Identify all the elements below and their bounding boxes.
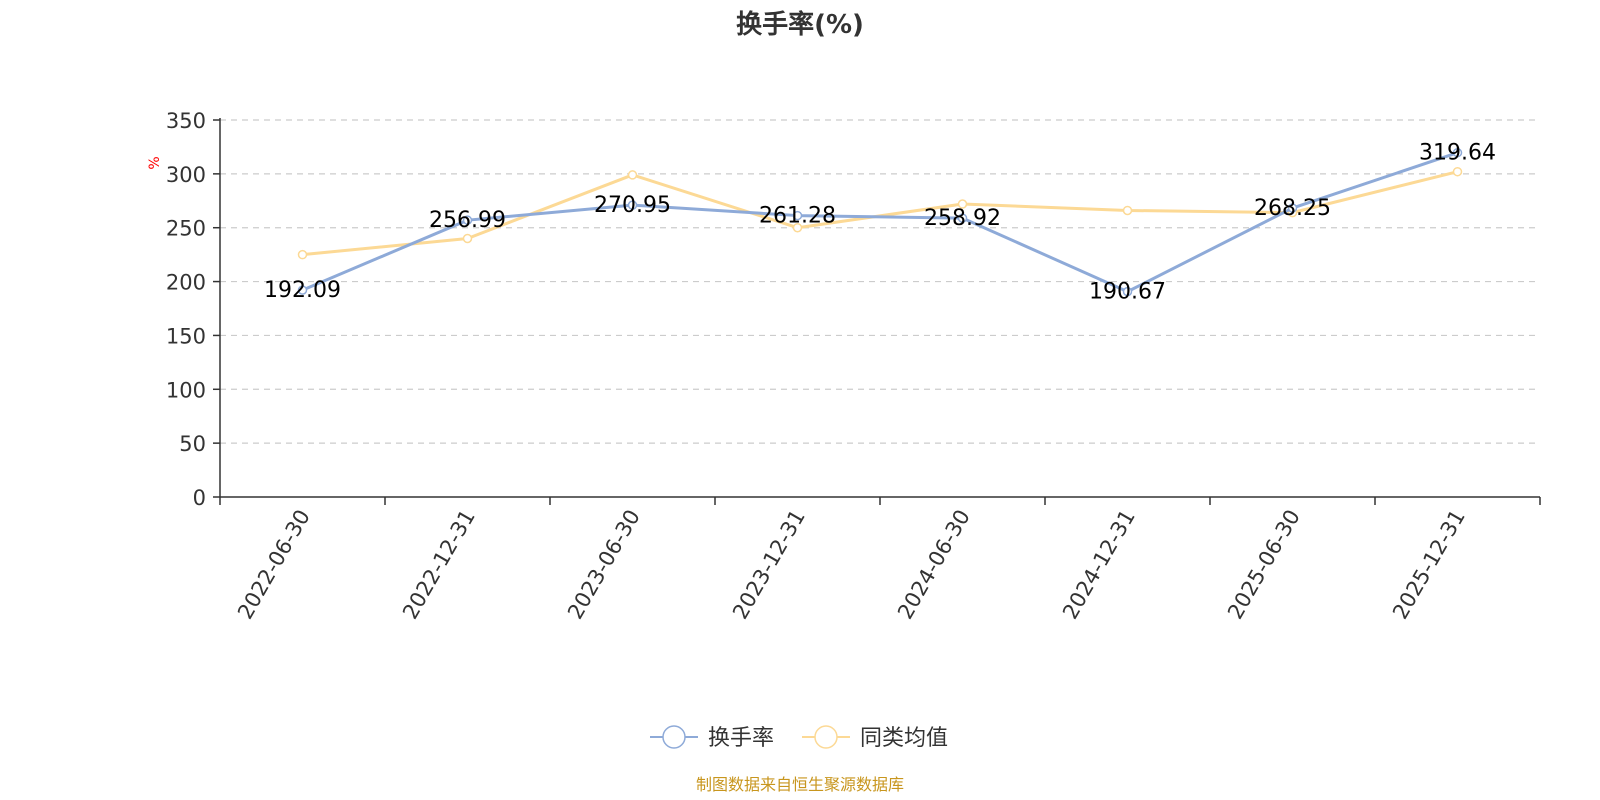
y-tick-label: 100	[166, 378, 206, 402]
y-tick-label: 300	[166, 163, 206, 187]
x-tick-label: 2025-06-30	[1223, 506, 1305, 624]
grid-lines	[220, 119, 1540, 444]
data-point[interactable]	[1122, 286, 1133, 297]
data-labels: 192.09 256.99 270.95 261.28 258.92 190.67 268.…	[264, 141, 1496, 305]
chart-title: 换手率(%)	[736, 9, 864, 40]
data-point[interactable]	[1122, 205, 1133, 216]
x-tick-label: 2024-06-30	[893, 506, 975, 624]
data-label: 261.28	[759, 204, 836, 229]
data-label: 270.95	[594, 193, 671, 218]
x-tick-label: 2024-12-31	[1058, 506, 1140, 624]
y-axis-unit-label: %	[147, 156, 163, 169]
data-point[interactable]	[1287, 203, 1298, 213]
data-label: 319.64	[1419, 141, 1496, 166]
legend-circle-icon	[662, 725, 686, 749]
y-tick-label: 200	[166, 271, 206, 295]
series-0	[297, 147, 1463, 297]
x-tick-label: 2023-06-30	[563, 506, 645, 624]
data-point[interactable]	[462, 233, 473, 244]
series-line	[301, 151, 1458, 294]
data-point[interactable]	[627, 200, 638, 210]
y-tick-label: 50	[179, 432, 206, 456]
y-tick-label: 350	[166, 109, 206, 133]
series-layer	[297, 147, 1463, 297]
data-point[interactable]	[297, 285, 308, 295]
data-source-note: 制图数据来自恒生聚源数据库	[696, 775, 904, 794]
data-point[interactable]	[957, 199, 968, 209]
legend-circle-icon	[814, 725, 838, 749]
y-tick-label: 250	[166, 217, 206, 241]
axes: 0 50 100 150 200 250 300 350 2022-06-30 2022-12-3…	[166, 109, 1541, 624]
legend-label: 同类均值	[860, 726, 948, 751]
x-tick-label: 2022-12-31	[398, 506, 480, 624]
legend-item-0[interactable]: 换手率	[650, 725, 774, 751]
data-label: 256.99	[429, 208, 506, 233]
data-label: 258.92	[924, 206, 1001, 231]
data-point[interactable]	[462, 215, 473, 225]
x-tick-label: 2023-12-31	[728, 506, 810, 624]
y-tick-label: 150	[166, 324, 206, 348]
x-tick-label: 2022-06-30	[233, 506, 315, 624]
legend-item-1[interactable]: 同类均值	[802, 725, 948, 751]
data-point[interactable]	[792, 222, 803, 233]
data-point[interactable]	[957, 213, 968, 223]
y-tick-label: 0	[193, 486, 206, 510]
data-point[interactable]	[792, 210, 803, 221]
data-point[interactable]	[1452, 166, 1463, 177]
x-tick-label: 2025-12-31	[1388, 506, 1470, 624]
legend[interactable]: 换手率 同类均值	[650, 725, 948, 751]
data-point[interactable]	[1452, 147, 1463, 158]
data-label: 268.25	[1254, 196, 1331, 221]
data-point[interactable]	[297, 249, 308, 260]
data-point[interactable]	[627, 170, 638, 180]
data-label: 190.67	[1089, 280, 1166, 305]
legend-label: 换手率	[708, 726, 774, 751]
data-label: 192.09	[264, 278, 341, 303]
